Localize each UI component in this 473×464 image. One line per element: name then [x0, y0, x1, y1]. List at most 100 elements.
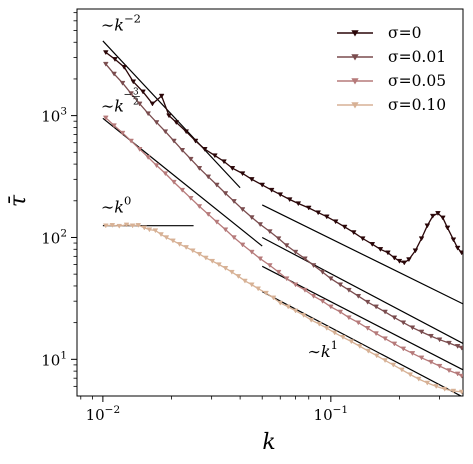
series-0-point-7: [166, 113, 172, 119]
series-0-point-16: [248, 177, 255, 182]
series-1-point-2: [119, 80, 126, 86]
series-2-point-24: [310, 293, 317, 299]
series-0-point-25: [332, 219, 339, 225]
series-3-point-23: [248, 282, 255, 288]
series-3-point-19: [222, 265, 229, 271]
series-0-point-12: [212, 153, 218, 159]
slope-annotation-3: ∼k1: [307, 338, 337, 361]
x-axis-label: k: [262, 430, 275, 455]
series-1-point-4: [136, 101, 143, 107]
series-2-point-20: [275, 269, 282, 275]
series-0-point-14: [229, 166, 236, 171]
series-3-point-6: [141, 225, 148, 231]
series-1-point-23: [302, 256, 308, 262]
series-1-point-3: [128, 91, 134, 97]
series-0-point-19: [277, 192, 284, 198]
series-2-point-22: [292, 282, 299, 288]
axes-frame: [76, 8, 464, 397]
data-series: [102, 50, 463, 395]
series-3-point-20: [229, 269, 235, 275]
series-3-point-21: [235, 274, 242, 279]
slope-annotation-2-exp: 0: [124, 194, 131, 208]
series-3-point-36: [348, 339, 355, 345]
series-1-point-0: [102, 61, 109, 67]
series-0-point-4: [140, 89, 146, 95]
series-0-point-28: [359, 236, 366, 242]
series-1-point-39: [446, 340, 452, 346]
x-tick-label-1-exp: −1: [333, 404, 348, 416]
series-3-point-25: [263, 290, 269, 296]
slope-annotation-0-var: k: [114, 15, 124, 34]
series-3-point-17: [209, 258, 216, 264]
series-3-point-44: [415, 376, 422, 382]
series-0-point-43: [450, 237, 457, 243]
series-1-point-20: [275, 236, 282, 242]
slope-annotation-3-prefix: ∼: [307, 342, 320, 361]
series-0-point-15: [239, 171, 246, 177]
series-3-point-9: [158, 232, 164, 238]
series-3-point-10: [163, 235, 170, 241]
series-3-point-1: [109, 223, 116, 228]
series-line-0: [105, 51, 463, 264]
series-1-point-40: [454, 344, 461, 349]
slope-annotation-1-var: k: [114, 97, 124, 116]
series-2-point-29: [355, 320, 362, 326]
series-1-point-11: [196, 166, 203, 171]
series-2-point-21: [283, 276, 290, 282]
series-0-point-35: [406, 257, 412, 263]
series-0-point-8: [173, 120, 180, 126]
series-1-point-41: [458, 345, 463, 351]
slope-annotation-2-prefix: ∼: [101, 198, 114, 217]
fraction-minus: −: [123, 90, 131, 101]
series-2-point-33: [391, 341, 398, 347]
series-2-point-8: [171, 179, 177, 185]
series-2-point-28: [346, 315, 352, 321]
series-0-point-26: [341, 224, 348, 230]
series-0-point-40: [435, 211, 441, 216]
series-1-point-31: [373, 304, 379, 310]
y-tick-label-0: 101: [41, 349, 67, 369]
series-1-point-16: [239, 207, 246, 213]
series-1-point-26: [327, 276, 334, 282]
series-2-point-36: [418, 355, 425, 361]
series-3-point-49: [458, 389, 463, 395]
series-0-point-37: [418, 236, 425, 242]
series-3: [102, 222, 463, 395]
series-0-point-9: [183, 129, 190, 135]
x-tick-label-0-exp: −2: [105, 404, 120, 416]
series-2-point-31: [373, 331, 379, 337]
series-2-point-37: [428, 359, 434, 365]
series-1-point-27: [337, 282, 344, 288]
series-1-point-32: [382, 309, 388, 315]
series-1-point-29: [355, 293, 362, 299]
series-3-point-3: [123, 222, 130, 228]
series-2-point-38: [436, 363, 443, 369]
series-3-point-33: [323, 326, 330, 331]
plot-frame: [76, 8, 464, 397]
series-0-point-6: [158, 93, 165, 99]
y-tick-label-0-exp: 1: [60, 349, 67, 361]
x-tick-label-1: 10−1: [314, 404, 349, 424]
series-0-point-21: [295, 201, 302, 207]
series-0-point-33: [396, 258, 403, 264]
series-0: [102, 50, 463, 266]
series-0-point-0: [102, 50, 109, 56]
series-1-point-1: [111, 71, 117, 77]
y-tick-label-1-exp: 2: [60, 227, 67, 239]
series-3-point-7: [146, 227, 153, 233]
y-tick-label-0-base: 10: [41, 351, 60, 369]
series-1-point-34: [400, 320, 407, 326]
y-tick-label-1-base: 10: [41, 229, 60, 247]
series-2-point-18: [257, 256, 264, 262]
reference-line-6: [261, 291, 463, 396]
series-1-point-38: [436, 337, 443, 343]
series-1-point-9: [179, 148, 186, 153]
slope-annotation-0: ∼k−2: [101, 11, 141, 34]
series-1-point-35: [409, 325, 416, 331]
series-2-point-9: [179, 187, 186, 193]
series-3-point-16: [203, 255, 209, 261]
series-0-point-29: [369, 242, 376, 247]
series-2-point-13: [213, 219, 220, 225]
slope-annotation-1-prefix: ∼: [101, 97, 114, 116]
series-2-point-40: [454, 371, 461, 377]
